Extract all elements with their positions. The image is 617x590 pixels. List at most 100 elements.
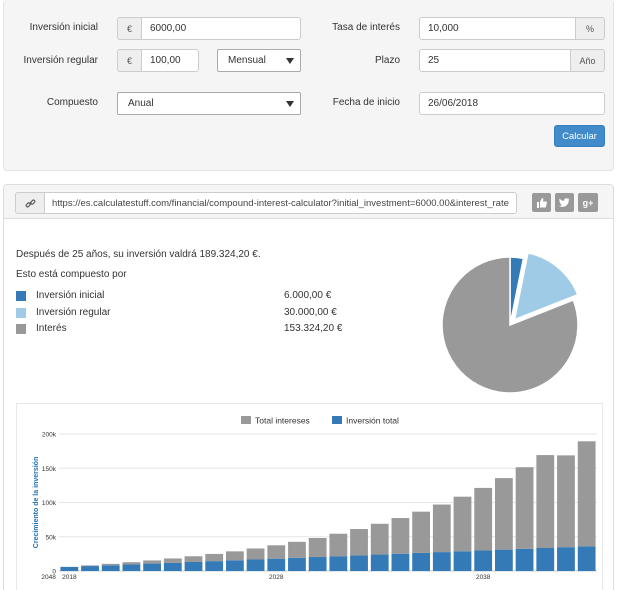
twitter-icon[interactable] (555, 193, 574, 212)
chart-legend-label: Inversión total (346, 416, 399, 426)
share-url-input[interactable]: https://es.calculatestuff.com/financial/… (44, 192, 517, 214)
pie-slice (441, 256, 579, 394)
compound-by-text: Esto está compuesto por (16, 269, 127, 280)
results-panel: https://es.calculatestuff.com/financial/… (3, 184, 614, 590)
frequency-select[interactable]: Mensual (217, 49, 301, 72)
y-tick-label: 0 (52, 569, 56, 576)
thumbs-up-icon[interactable] (532, 193, 551, 212)
breakdown-row: Interés 153.324,20 € (16, 323, 346, 335)
breakdown-name: Inversión inicial (36, 290, 105, 301)
bar-investment (370, 554, 389, 571)
chevron-down-icon (286, 101, 294, 107)
euro-addon: € (117, 49, 141, 72)
pie-slice (513, 252, 579, 321)
start-date-label: Fecha de inicio (332, 97, 400, 108)
term-unit-addon: Año (571, 49, 605, 72)
bar-investment (453, 551, 472, 571)
breakdown-value: 30.000,00 € (284, 307, 337, 318)
bar-interest (515, 467, 534, 549)
compound-value: Anual (128, 98, 154, 109)
calculate-button[interactable]: Calcular (554, 125, 605, 147)
bar-investment (288, 557, 306, 571)
chart-legend-label: Total intereses (255, 416, 310, 426)
bar-investment (205, 561, 224, 571)
start-date-input[interactable]: 26/06/2018 (419, 92, 605, 115)
bar-interest (350, 529, 368, 556)
result-summary: Después de 25 años, su inversión valdrá … (16, 249, 261, 260)
bar-interest (494, 478, 513, 550)
legend-swatch (16, 308, 26, 318)
chart-legend-swatch (332, 416, 342, 424)
bar-investment (163, 562, 182, 571)
euro-addon: € (117, 17, 141, 40)
bar-interest (308, 537, 327, 558)
bar-investment (60, 566, 79, 571)
chevron-down-icon (286, 58, 294, 64)
bar-interest (288, 541, 306, 558)
google-plus-glyph: g+ (582, 197, 594, 208)
bar-interest (184, 556, 203, 562)
bar-interest (329, 533, 348, 557)
bar-investment (122, 564, 141, 571)
bar-investment (557, 547, 575, 571)
chart-legend-swatch (241, 416, 251, 424)
bar-investment (391, 553, 410, 571)
legend-swatch (16, 324, 26, 334)
bar-investment (474, 550, 493, 571)
legend-swatch (16, 291, 26, 301)
bar-interest (101, 563, 120, 566)
bar-interest (474, 487, 493, 551)
bar-investment (246, 559, 265, 571)
breakdown-value: 6.000,00 € (284, 290, 332, 301)
term-input[interactable]: 25 (419, 49, 571, 72)
bar-interest (205, 553, 224, 562)
growth-bar-chart: Total intereses Inversión total 0 50k 100k 15… (33, 416, 597, 581)
term-label: Plazo (374, 55, 400, 66)
regular-investment-label: Inversión regular (23, 55, 98, 66)
link-addon (15, 192, 45, 214)
bar-interest (577, 441, 596, 547)
initial-investment-input[interactable]: 6000,00 (141, 17, 301, 40)
breakdown-row: Inversión inicial 6.000,00 € (16, 290, 346, 302)
x-tick-label: 2048 (41, 574, 56, 581)
compound-label: Compuesto (46, 97, 98, 108)
bar-interest (432, 504, 451, 553)
share-bar: https://es.calculatestuff.com/financial/… (4, 185, 613, 219)
bar-investment (143, 563, 162, 571)
interest-rate-label: Tasa de interés (332, 22, 400, 33)
bar-investment (494, 549, 513, 571)
link-icon (25, 199, 35, 207)
x-tick-label: 2028 (269, 574, 284, 581)
y-tick-label: 200k (42, 432, 57, 439)
bar-investment (329, 556, 348, 571)
bar-interest (163, 558, 182, 563)
regular-investment-input[interactable]: 100,00 (141, 49, 199, 72)
bar-interest (81, 565, 99, 567)
bar-interest (557, 455, 575, 548)
bar-investment (577, 546, 596, 571)
x-tick-label: 2038 (476, 574, 491, 581)
bar-investment (432, 552, 451, 571)
bar-investment (515, 548, 534, 571)
google-plus-icon[interactable]: g+ (578, 193, 598, 212)
interest-rate-input[interactable]: 10,000 (419, 17, 576, 40)
compound-select[interactable]: Anual (117, 92, 301, 115)
y-axis-label: Crecimiento de la inversión (33, 457, 40, 548)
bar-investment (412, 552, 431, 571)
y-tick-label: 150k (42, 466, 57, 473)
bar-interest (143, 560, 162, 564)
bar-interest (536, 455, 555, 548)
y-tick-label: 50k (46, 534, 57, 541)
bar-investment (350, 555, 368, 571)
bar-interest (412, 511, 431, 553)
breakdown-pie-chart (441, 252, 579, 394)
bar-interest (246, 548, 265, 560)
bar-investment (184, 561, 203, 571)
bar-investment (225, 560, 244, 571)
x-tick-label: 2018 (62, 574, 77, 581)
bar-interest (370, 523, 389, 555)
breakdown-value: 153.324,20 € (284, 323, 343, 334)
growth-chart: Total intereses Inversión total 0 50k 100k 15… (16, 403, 603, 590)
breakdown-name: Interés (36, 323, 67, 334)
frequency-value: Mensual (228, 55, 266, 66)
